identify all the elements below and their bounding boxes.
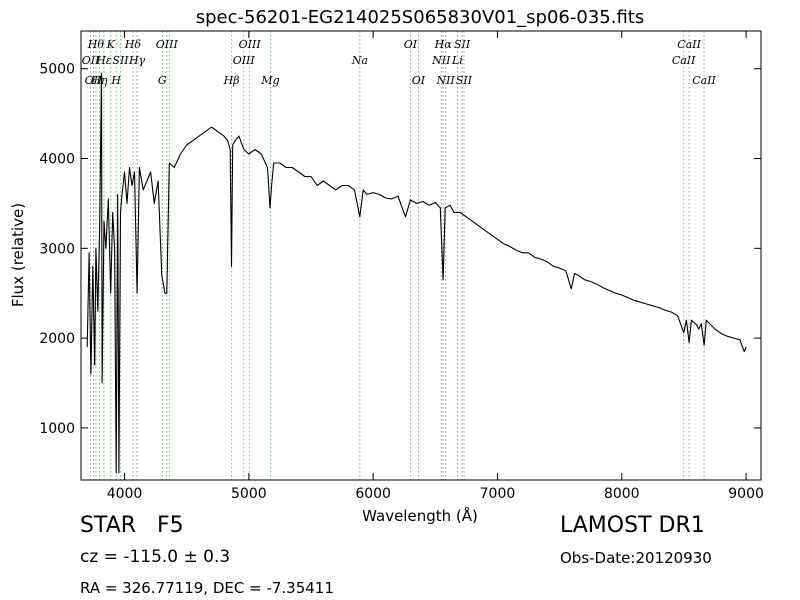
spectral-line-label: CaII <box>677 38 701 51</box>
spectrum-series <box>86 72 747 474</box>
y-tick-label: 4000 <box>39 152 75 168</box>
spectral-line-label: OI <box>412 74 426 87</box>
x-tick-label: 6000 <box>355 486 391 502</box>
spectral-line-label: Hδ <box>124 38 142 51</box>
star-class: STAR F5 <box>80 513 184 538</box>
spectral-line-label: SII <box>112 54 129 67</box>
spectral-line-label: Hα <box>434 38 453 51</box>
y-axis-label: Flux (relative) <box>9 203 27 307</box>
spectral-line-label: NII <box>431 54 451 67</box>
cz-value: cz = -115.0 ± 0.3 <box>80 547 231 567</box>
spectrum-line-0 <box>86 72 747 474</box>
x-axis-label: Wavelength (Å) <box>362 506 478 525</box>
spectral-line-label: Mg <box>260 74 279 87</box>
spectral-line-label: OIII <box>239 38 262 51</box>
y-tick-label: 2000 <box>39 331 75 347</box>
spectral-line-label: OIII <box>233 54 256 67</box>
x-tick-label: 4000 <box>107 486 143 502</box>
class-label: STAR <box>80 513 137 538</box>
spectral-line-label: SII <box>454 38 471 51</box>
spectral-line-label: Hθ <box>87 38 105 51</box>
spectral-line-label: OIII <box>156 38 179 51</box>
coordinates: RA = 326.77119, DEC = -7.35411 <box>80 579 334 597</box>
plot-frame <box>80 30 762 481</box>
chart-title: spec-56201-EG214025S065830V01_sp06-035.f… <box>196 7 644 28</box>
spectral-line-label: SII <box>456 74 473 87</box>
x-tick-label: 9000 <box>728 486 764 502</box>
spectral-line-label: Hη <box>90 74 108 87</box>
spectral-line-markers: OIIOIIHθHηHεKHSIIHδHγGOIIIHβOIIIOIIIMgNa… <box>82 31 717 480</box>
x-axis: 4000 5000 6000 7000 8000 9000 <box>107 31 764 502</box>
spectral-line-label: Hγ <box>128 54 146 67</box>
y-tick-label: 3000 <box>39 241 75 257</box>
spectral-line-label: OI <box>404 38 418 51</box>
spectral-line-label: Hβ <box>223 74 240 87</box>
spectral-line-label: Na <box>351 54 368 67</box>
y-tick-label: 5000 <box>39 62 75 78</box>
spectral-line-label: H <box>110 74 121 87</box>
y-axis: 1000 2000 3000 4000 5000 <box>39 62 761 437</box>
survey-label: LAMOST DR1 <box>560 513 705 538</box>
obs-date: Obs-Date:20120930 <box>560 549 712 567</box>
x-tick-label: 7000 <box>480 486 516 502</box>
spectral-line-label: CaII <box>692 74 716 87</box>
x-tick-label: 8000 <box>604 486 640 502</box>
spectral-line-label: Li <box>451 54 463 67</box>
spectral-line-label: NII <box>435 74 455 87</box>
spectral-line-label: G <box>158 74 167 87</box>
spectral-line-label: Hε <box>95 54 112 67</box>
spectral-line-label: OII <box>85 74 103 87</box>
spectral-line-label: K <box>106 38 116 51</box>
y-tick-label: 1000 <box>39 421 75 437</box>
x-tick-label: 5000 <box>231 486 267 502</box>
spectral-line-label: CaII <box>672 54 696 67</box>
subclass-label: F5 <box>157 513 184 538</box>
